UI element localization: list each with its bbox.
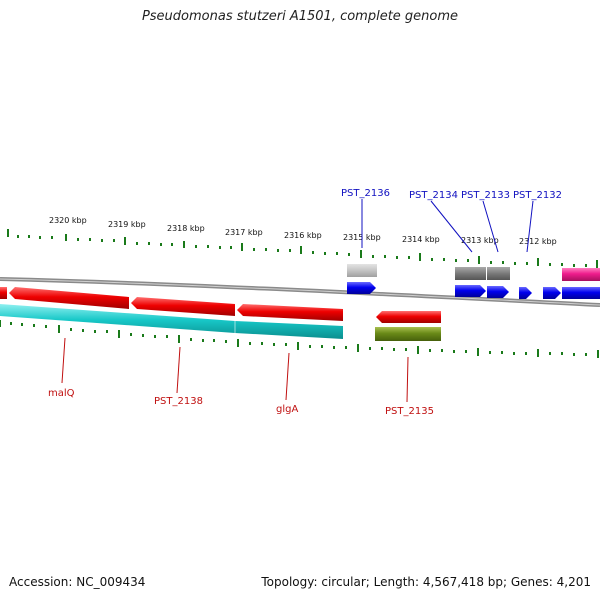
gene-label-glga: glgA xyxy=(276,404,298,415)
gene-pst-2136-feature xyxy=(347,264,377,277)
gene-glga-cds xyxy=(237,304,343,321)
gene-label-pst-2132: PST_2132 xyxy=(513,190,562,201)
accession-text: Accession: NC_009434 xyxy=(9,575,146,589)
gene-pst-2133-cds xyxy=(487,286,509,298)
forward-genes xyxy=(347,264,600,299)
scale-label-2318: 2318 kbp xyxy=(167,224,205,233)
gene-pst-2134-cds xyxy=(455,285,486,297)
gene-forward-edge-cds xyxy=(562,287,600,299)
gene-forward-next-cds xyxy=(543,287,561,299)
gene-label-malq: malQ xyxy=(48,388,75,399)
reverse-track-2 xyxy=(0,304,343,339)
gene-edge-left-cds xyxy=(0,287,7,299)
scale-label-2317: 2317 kbp xyxy=(225,228,263,237)
map-title: Pseudomonas stutzeri A1501, complete gen… xyxy=(141,9,459,24)
genome-summary-text: Topology: circular; Length: 4,567,418 bp… xyxy=(261,575,591,589)
scale-label-2319: 2319 kbp xyxy=(108,220,146,229)
gene-label-pst-2135: PST_2135 xyxy=(385,406,434,417)
reverse-gene-labels: malQ PST_2138 glgA PST_2135 xyxy=(48,337,434,417)
gene-label-pst-2136: PST_2136 xyxy=(341,188,390,199)
scale-label-2316: 2316 kbp xyxy=(284,231,322,240)
gene-pst-2135-cds xyxy=(376,311,441,323)
gene-pst-2138-cds xyxy=(131,297,235,316)
gene-malq-cds xyxy=(9,287,129,309)
gene-pst-2134-feature xyxy=(455,267,486,280)
forward-gene-labels: PST_2136 PST_2134 PST_2133 PST_2132 xyxy=(341,188,562,253)
scale-label-2313: 2313 kbp xyxy=(461,236,499,245)
reverse-genes xyxy=(0,287,441,341)
lower-tick-ring xyxy=(0,320,599,358)
scale-label-2312: 2312 kbp xyxy=(519,237,557,246)
gene-pst-2133-feature xyxy=(487,267,510,280)
gene-pst-2136-cds xyxy=(347,282,376,294)
scale-label-2314: 2314 kbp xyxy=(402,235,440,244)
gene-pst-2135-feature xyxy=(375,327,441,341)
gene-label-pst-2134: PST_2134 xyxy=(409,190,458,201)
gene-label-pst-2133: PST_2133 xyxy=(461,190,510,201)
scale-label-2320: 2320 kbp xyxy=(49,216,87,225)
gene-pst-2132-cds xyxy=(519,287,532,299)
upper-tick-ring xyxy=(7,229,598,268)
gene-label-pst-2138: PST_2138 xyxy=(154,396,203,407)
rna-feature-pink xyxy=(562,268,600,281)
